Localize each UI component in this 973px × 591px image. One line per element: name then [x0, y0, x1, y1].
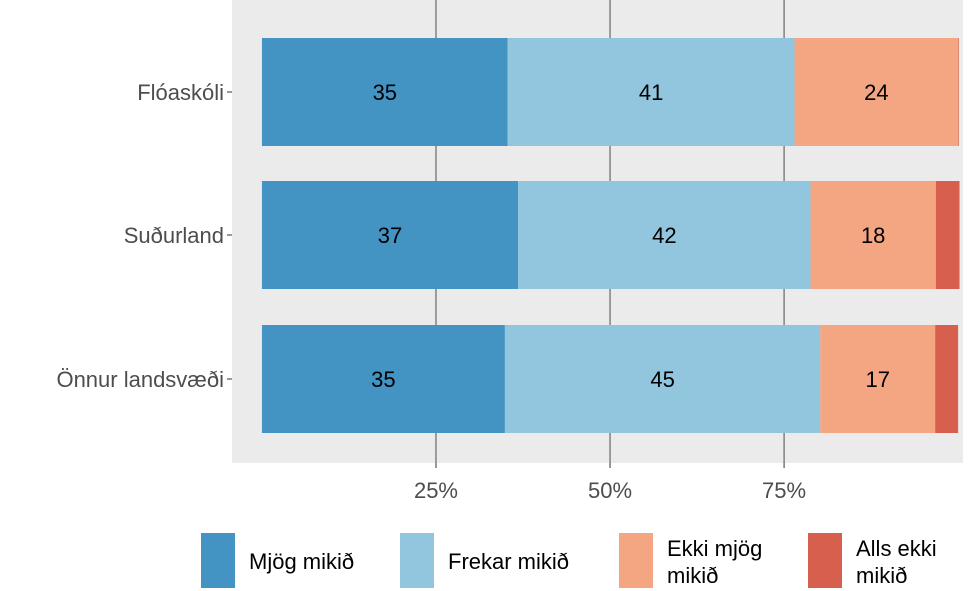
- category-label-sudurland: Suðurland: [124, 223, 224, 248]
- legend-label-mjog-mikid: Mjög mikið: [249, 549, 354, 574]
- legend-key-ekki-mjog-mikid: [619, 533, 653, 588]
- data-label-onnur-landsv-di-frekar-mikid: 45: [650, 367, 674, 392]
- legend-item-alls-ekki-mikid: Alls ekki mikið: [808, 533, 937, 588]
- legend-key-frekar-mikid: [400, 533, 434, 588]
- bar-sudurland-ekki-mjog-mikid: [810, 181, 936, 289]
- legend-label-alls-ekki-mikid: Alls ekki mikið: [856, 536, 937, 588]
- data-label-floaskoli-frekar-mikid: 41: [639, 80, 663, 105]
- bar-onnur-landsv-di-ekki-mjog-mikid: [820, 325, 936, 433]
- legend-label-ekki-mjog-mikid: Ekki mjög mikið: [667, 536, 762, 588]
- bar-sudurland-mjog-mikid: [261, 181, 519, 289]
- x-tick-label-25: 25%: [414, 478, 458, 503]
- legend-item-ekki-mjog-mikid: Ekki mjög mikið: [619, 533, 762, 588]
- bar-floaskoli-ekki-mjog-mikid: [794, 38, 959, 146]
- bar-onnur-landsv-di-alls-ekki-mikid: [935, 325, 959, 433]
- data-label-sudurland-mjog-mikid: 37: [378, 223, 402, 248]
- data-label-floaskoli-ekki-mjog-mikid: 24: [864, 80, 888, 105]
- legend: Mjög mikið Frekar mikið Ekki mjög mikið Alls…: [201, 533, 937, 588]
- bar-onnur-landsv-di-mjog-mikid: [261, 325, 505, 433]
- bar-floaskoli-alls-ekki-mikid: [958, 38, 959, 146]
- bar-floaskoli-frekar-mikid: [507, 38, 795, 146]
- category-label-onnur-landsv-di: Önnur landsvæði: [56, 367, 224, 392]
- bars: 35 41 24 37 42 18 35 45 17: [261, 38, 960, 433]
- x-tick-label-50: 50%: [588, 478, 632, 503]
- data-label-onnur-landsv-di-ekki-mjog-mikid: 17: [865, 367, 889, 392]
- legend-key-alls-ekki-mikid: [808, 533, 842, 588]
- legend-label-frekar-mikid: Frekar mikið: [448, 549, 569, 574]
- bar-sudurland-frekar-mikid: [518, 181, 811, 289]
- legend-item-frekar-mikid: Frekar mikið: [400, 533, 569, 588]
- category-label-floaskoli: Flóaskóli: [137, 80, 224, 105]
- data-label-sudurland-ekki-mjog-mikid: 18: [861, 223, 885, 248]
- bar-onnur-landsv-di-frekar-mikid: [504, 325, 821, 433]
- data-label-floaskoli-mjog-mikid: 35: [373, 80, 397, 105]
- x-axis: 25% 50% 75%: [414, 463, 806, 503]
- x-tick-label-75: 75%: [762, 478, 806, 503]
- y-axis: Flóaskóli Suðurland Önnur landsvæði: [56, 80, 232, 392]
- data-label-sudurland-frekar-mikid: 42: [652, 223, 676, 248]
- legend-item-mjog-mikid: Mjög mikið: [201, 533, 354, 588]
- legend-key-mjog-mikid: [201, 533, 235, 588]
- bar-floaskoli-mjog-mikid: [261, 38, 508, 146]
- data-label-onnur-landsv-di-mjog-mikid: 35: [371, 367, 395, 392]
- bar-sudurland-alls-ekki-mikid: [935, 181, 960, 289]
